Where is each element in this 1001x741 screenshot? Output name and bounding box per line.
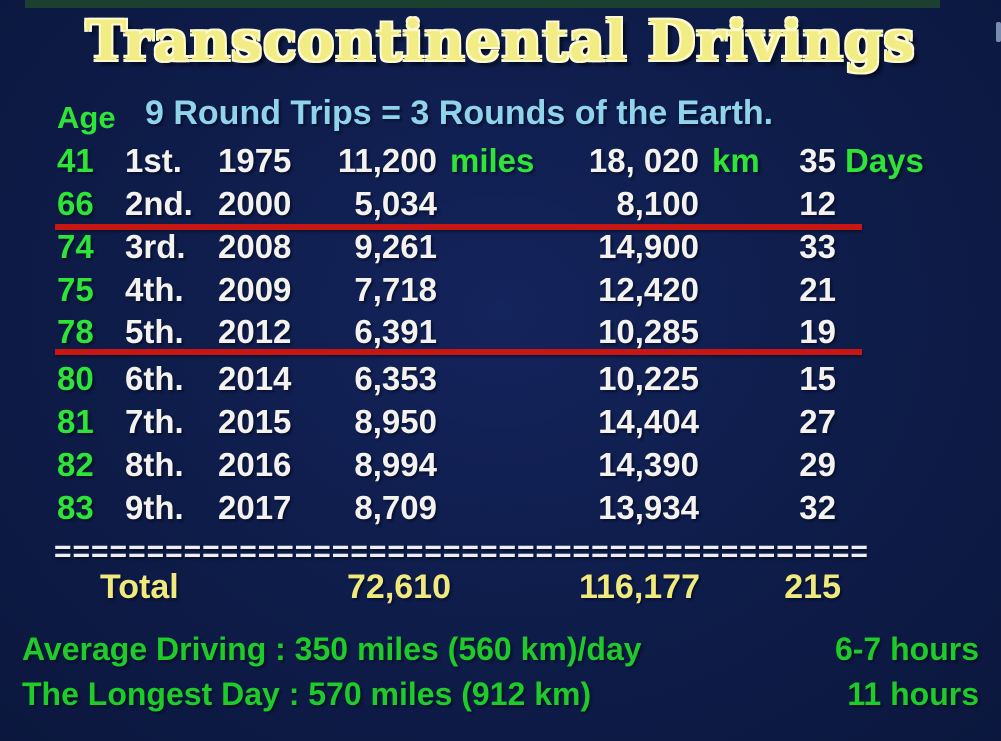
- cell-trip: 9th.: [125, 489, 184, 526]
- km-unit-label: km: [712, 142, 760, 179]
- cell-days: 27: [799, 403, 836, 440]
- total-miles: 72,610: [347, 568, 451, 606]
- total-days: 215: [784, 568, 841, 606]
- total-row: Total 72,610 116,177 215: [0, 566, 1001, 609]
- cell-days: 33: [799, 228, 836, 265]
- cell-km: 14,390: [598, 446, 699, 483]
- cell-miles: 6,391: [354, 313, 437, 350]
- cell-trip: 4th.: [125, 271, 184, 308]
- cell-trip: 5th.: [125, 313, 184, 350]
- table-row: 82 8th. 2016 8,994 14,390 29: [0, 443, 1001, 486]
- days-unit-label: Days: [845, 142, 924, 179]
- cell-year: 2000: [218, 185, 292, 222]
- cell-km: 18, 020: [588, 142, 699, 179]
- cell-age: 78: [57, 313, 94, 350]
- average-driving-line: Average Driving : 350 miles (560 km)/day…: [22, 628, 979, 671]
- table-row: 41 1st. 1975 11,200 miles 18, 020 km 35 …: [0, 139, 1001, 182]
- longest-day-label: The Longest Day : 570 miles (912 km): [22, 676, 592, 712]
- cell-km: 14,900: [598, 228, 699, 265]
- cell-age: 75: [57, 271, 94, 308]
- table-row: 80 6th. 2014 6,353 10,225 15: [0, 357, 1001, 400]
- cell-km: 13,934: [598, 489, 699, 526]
- cell-trip: 6th.: [125, 360, 184, 397]
- cell-trip: 8th.: [125, 446, 184, 483]
- cell-km: 14,404: [598, 403, 699, 440]
- longest-day-line: The Longest Day : 570 miles (912 km) 11 …: [22, 673, 979, 716]
- cell-days: 32: [799, 489, 836, 526]
- cell-miles: 11,200: [337, 142, 437, 179]
- average-driving-hours: 6-7 hours: [834, 631, 979, 667]
- red-underline-trip5: [55, 349, 862, 355]
- cell-miles: 8,950: [354, 403, 437, 440]
- total-label: Total: [100, 568, 179, 606]
- cell-year: 2017: [218, 489, 292, 526]
- table-row: 78 5th. 2012 6,391 10,285 19: [0, 310, 1001, 353]
- table-row: 75 4th. 2009 7,718 12,420 21: [0, 268, 1001, 311]
- page-title: Transcontinental Drivings: [85, 8, 916, 73]
- cell-km: 10,285: [598, 313, 699, 350]
- cell-miles: 8,994: [354, 446, 437, 483]
- cell-miles: 8,709: [354, 489, 437, 526]
- cell-days: 12: [799, 185, 836, 222]
- cell-year: 2014: [218, 360, 292, 397]
- cell-days: 29: [799, 446, 836, 483]
- cell-days: 19: [799, 313, 836, 350]
- average-driving-label: Average Driving : 350 miles (560 km)/day: [22, 631, 642, 667]
- cell-km: 10,225: [598, 360, 699, 397]
- table-row: 74 3rd. 2008 9,261 14,900 33: [0, 225, 1001, 268]
- red-underline-trip2: [55, 224, 862, 230]
- cell-year: 2008: [218, 228, 292, 265]
- cell-trip: 2nd.: [125, 185, 193, 222]
- miles-unit-label: miles: [450, 142, 535, 179]
- edge-artifact: [996, 22, 1001, 42]
- cell-miles: 6,353: [354, 360, 437, 397]
- cell-year: 1975: [218, 142, 292, 179]
- cell-age: 66: [57, 185, 94, 222]
- total-km: 116,177: [578, 568, 700, 606]
- cell-days: 35: [799, 142, 836, 179]
- top-strip-decoration: [25, 0, 940, 8]
- cell-year: 2016: [218, 446, 292, 483]
- cell-age: 74: [57, 228, 94, 265]
- cell-age: 81: [57, 403, 94, 440]
- subtitle: 9 Round Trips = 3 Rounds of the Earth.: [145, 94, 774, 132]
- cell-miles: 7,718: [354, 271, 437, 308]
- cell-age: 41: [57, 142, 94, 179]
- cell-year: 2009: [218, 271, 292, 308]
- table-row: 83 9th. 2017 8,709 13,934 32: [0, 486, 1001, 529]
- cell-age: 80: [57, 360, 94, 397]
- longest-day-hours: 11 hours: [847, 676, 979, 712]
- cell-days: 15: [799, 360, 836, 397]
- cell-trip: 1st.: [125, 142, 182, 179]
- cell-trip: 7th.: [125, 403, 184, 440]
- cell-year: 2015: [218, 403, 292, 440]
- cell-miles: 5,034: [354, 185, 437, 222]
- age-column-header: Age: [57, 100, 116, 135]
- equals-separator: ========================================…: [54, 535, 869, 568]
- cell-km: 12,420: [598, 271, 699, 308]
- cell-year: 2012: [218, 313, 292, 350]
- cell-miles: 9,261: [354, 228, 437, 265]
- cell-trip: 3rd.: [125, 228, 186, 265]
- cell-days: 21: [799, 271, 836, 308]
- cell-km: 8,100: [616, 185, 699, 222]
- table-row: 81 7th. 2015 8,950 14,404 27: [0, 400, 1001, 443]
- cell-age: 83: [57, 489, 94, 526]
- table-row: 66 2nd. 2000 5,034 8,100 12: [0, 182, 1001, 225]
- cell-age: 82: [57, 446, 94, 483]
